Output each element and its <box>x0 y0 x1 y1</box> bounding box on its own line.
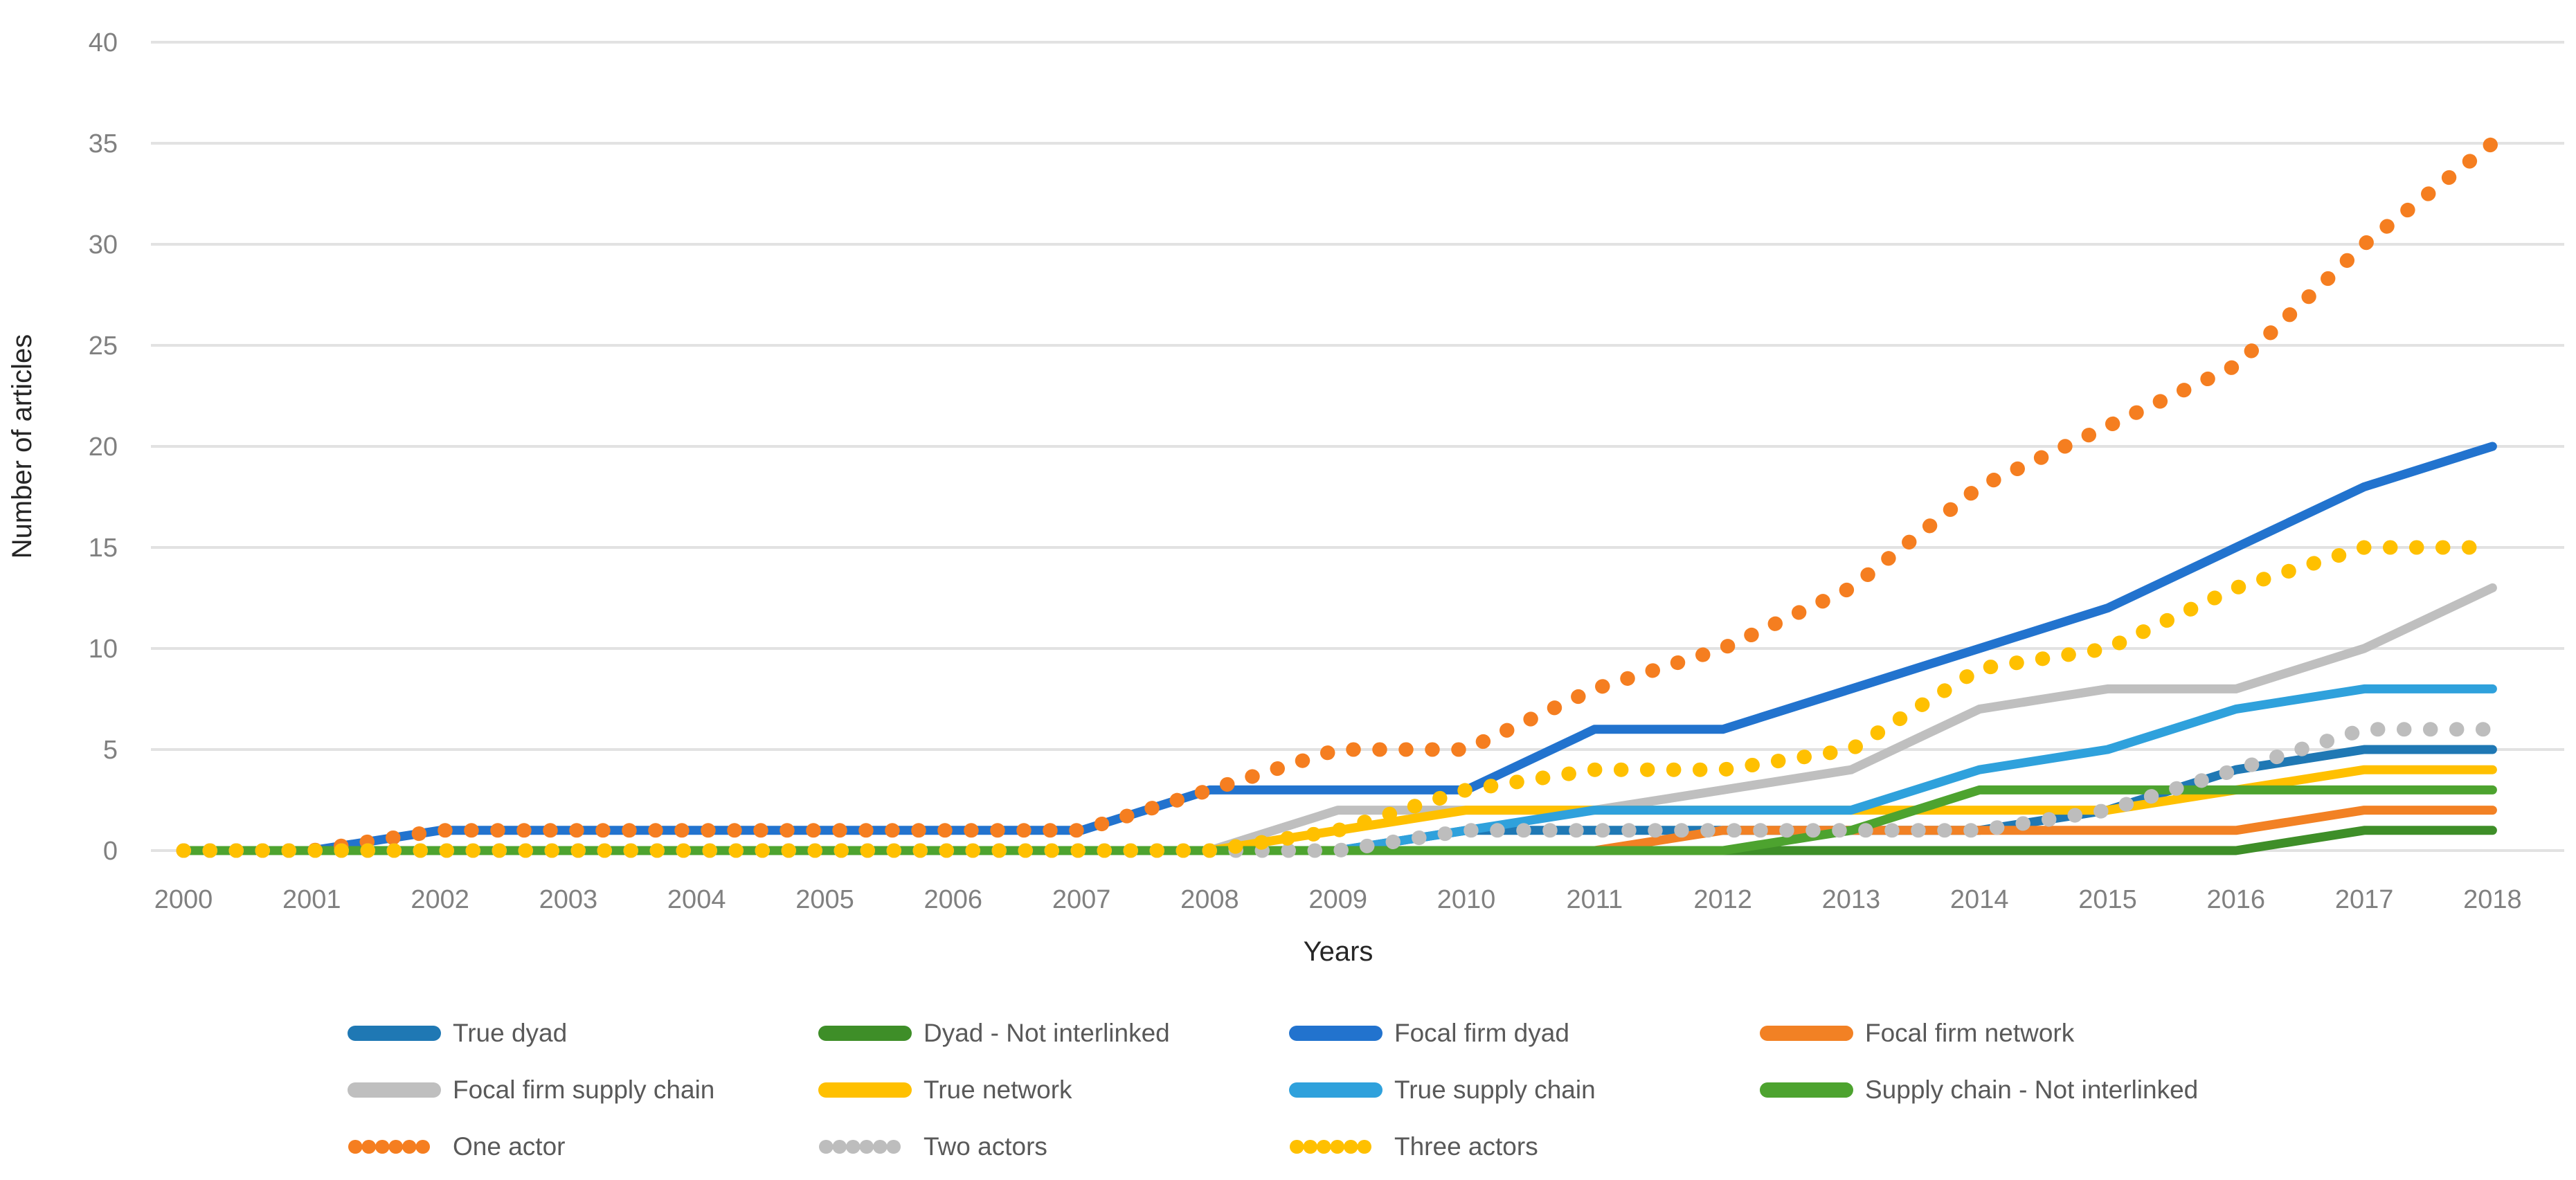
y-tick-label-35: 35 <box>89 129 118 158</box>
y-tick-label-30: 30 <box>89 230 118 260</box>
x-tick-label-2018: 2018 <box>2463 885 2522 914</box>
legend-label-three-actors: Three actors <box>1394 1132 1538 1161</box>
legend-label-focal-firm-supply-chain: Focal firm supply chain <box>453 1075 714 1104</box>
legend-item-dyad-not-interlinked: Dyad - Not interlinked <box>818 1019 1170 1047</box>
x-tick-label-2008: 2008 <box>1180 885 1239 914</box>
y-tick-label-10: 10 <box>89 635 118 664</box>
x-tick-label-2006: 2006 <box>924 885 983 914</box>
y-tick-label-15: 15 <box>89 534 118 563</box>
x-tick-label-2007: 2007 <box>1052 885 1111 914</box>
x-tick-label-2013: 2013 <box>1822 885 1881 914</box>
x-tick-label-2005: 2005 <box>795 885 854 914</box>
x-tick-label-2001: 2001 <box>282 885 341 914</box>
x-tick-label-2011: 2011 <box>1566 885 1623 914</box>
x-tick-label-2010: 2010 <box>1437 885 1496 914</box>
x-tick-label-2016: 2016 <box>2207 885 2266 914</box>
legend-label-focal-firm-dyad: Focal firm dyad <box>1394 1019 1569 1047</box>
x-axis-ticks: 2000 2001 2002 2003 2004 2005 2006 2007 2008 2009… <box>154 885 2522 914</box>
series-lines <box>176 136 2500 858</box>
legend-item-focal-firm-supply-chain: Focal firm supply chain <box>348 1075 714 1104</box>
legend-label-true-dyad: True dyad <box>453 1019 567 1047</box>
x-axis-title: Years <box>1304 936 1373 967</box>
series-line-one-actor <box>176 136 2500 858</box>
x-tick-label-2012: 2012 <box>1693 885 1752 914</box>
series-line-focal-firm-dyad <box>179 442 2497 855</box>
x-tick-label-2000: 2000 <box>154 885 213 914</box>
legend-item-three-actors: Three actors <box>1290 1132 1538 1161</box>
legend-item-supply-chain-not-interlinked: Supply chain - Not interlinked <box>1760 1075 2198 1104</box>
legend-item-one-actor: One actor <box>348 1132 565 1161</box>
y-axis-title: Number of articles <box>7 334 37 559</box>
gridlines <box>151 41 2564 852</box>
y-tick-label-20: 20 <box>89 433 118 462</box>
legend-label-true-network: True network <box>924 1075 1072 1104</box>
legend-item-true-network: True network <box>818 1075 1072 1104</box>
legend-label-supply-chain-not-interlinked: Supply chain - Not interlinked <box>1865 1075 2198 1104</box>
legend-item-focal-firm-dyad: Focal firm dyad <box>1289 1019 1569 1047</box>
legend-item-true-dyad: True dyad <box>348 1019 567 1047</box>
x-tick-label-2002: 2002 <box>411 885 469 914</box>
legend-label-two-actors: Two actors <box>924 1132 1047 1161</box>
x-tick-label-2014: 2014 <box>1950 885 2009 914</box>
x-tick-label-2003: 2003 <box>539 885 598 914</box>
legend-label-true-supply-chain: True supply chain <box>1394 1075 1596 1104</box>
y-tick-label-40: 40 <box>89 28 118 57</box>
legend-item-true-supply-chain: True supply chain <box>1289 1075 1596 1104</box>
y-tick-label-5: 5 <box>103 736 118 765</box>
x-tick-label-2015: 2015 <box>2078 885 2137 914</box>
legend-label-one-actor: One actor <box>453 1132 565 1161</box>
y-tick-label-25: 25 <box>89 332 118 361</box>
x-tick-label-2004: 2004 <box>667 885 726 914</box>
x-tick-label-2017: 2017 <box>2335 885 2394 914</box>
y-tick-label-0: 0 <box>103 837 118 866</box>
legend-item-focal-firm-network: Focal firm network <box>1760 1019 2075 1047</box>
x-tick-label-2009: 2009 <box>1308 885 1367 914</box>
y-axis-ticks: 0 5 10 15 20 25 30 35 40 <box>89 28 118 866</box>
legend: True dyad Dyad - Not interlinked Focal fir… <box>348 1019 2198 1161</box>
legend-label-focal-firm-network: Focal firm network <box>1865 1019 2075 1047</box>
series-line-two-actors <box>176 722 2500 858</box>
series-line-three-actors <box>176 540 2500 858</box>
legend-item-two-actors: Two actors <box>819 1132 1047 1161</box>
legend-label-dyad-not-interlinked: Dyad - Not interlinked <box>924 1019 1170 1047</box>
